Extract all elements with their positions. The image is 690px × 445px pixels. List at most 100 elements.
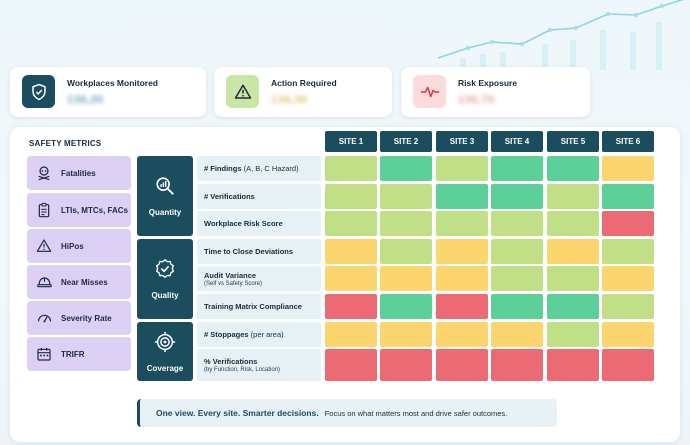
status-cell[interactable] <box>325 349 377 381</box>
status-cell[interactable] <box>602 184 654 209</box>
metric-label: TRIFR <box>61 349 85 359</box>
site-header[interactable]: SITE 1 <box>325 131 377 152</box>
row-title: Training Matrix Compliance <box>204 302 302 311</box>
metric-item-ltis[interactable]: LTIs, MTCs, FACs <box>27 193 131 227</box>
category-quantity: Quantity <box>137 156 193 236</box>
kpi-card-action-required[interactable]: Action Required 136,30 <box>214 67 392 117</box>
status-cell[interactable] <box>380 349 432 381</box>
row-label-stoppages: # Stoppages (per area) <box>197 322 321 347</box>
status-cell[interactable] <box>491 294 543 319</box>
row-subtitle: (Self vs Safety Score) <box>204 280 263 287</box>
category-quality: Quality <box>137 239 193 319</box>
row-title: Workplace Risk Score <box>204 219 283 228</box>
warning-icon <box>226 75 259 108</box>
row-title: % Verifications <box>204 357 258 366</box>
metric-item-near-misses[interactable]: Near Misses <box>27 265 131 299</box>
row-title: Audit Variance <box>204 270 257 280</box>
row-suffix: (per area) <box>248 330 284 339</box>
status-cell[interactable] <box>491 322 543 347</box>
footer-tagline: One view. Every site. Smarter decisions. <box>156 408 319 418</box>
metric-item-hipos[interactable]: HiPos <box>27 229 131 263</box>
status-cell[interactable] <box>380 294 432 319</box>
status-cell[interactable] <box>491 156 543 181</box>
kpi-card-workplaces[interactable]: Workplaces Monitored 136,30 <box>10 67 206 117</box>
status-cell[interactable] <box>380 184 432 209</box>
row-label-risk-score: Workplace Risk Score <box>197 211 321 236</box>
target-icon <box>154 331 176 358</box>
row-label-training-matrix: Training Matrix Compliance <box>197 294 321 319</box>
kpi-value: 136,70 <box>458 94 495 106</box>
status-cell[interactable] <box>602 211 654 236</box>
metric-item-fatalities[interactable]: Fatalities <box>27 156 131 190</box>
status-cell[interactable] <box>491 211 543 236</box>
category-label: Coverage <box>146 363 184 373</box>
status-cell[interactable] <box>325 266 377 291</box>
status-cell[interactable] <box>380 211 432 236</box>
skull-crossbones-icon <box>27 165 61 181</box>
kpi-title: Workplaces Monitored <box>67 78 158 88</box>
status-cell[interactable] <box>547 156 599 181</box>
status-cell[interactable] <box>325 294 377 319</box>
status-cell[interactable] <box>547 266 599 291</box>
status-cell[interactable] <box>491 349 543 381</box>
status-cell[interactable] <box>602 239 654 264</box>
metric-item-severity-rate[interactable]: Severity Rate <box>27 301 131 335</box>
kpi-card-risk-exposure[interactable]: Risk Exposure 136,70 <box>401 67 590 117</box>
status-cell[interactable] <box>436 156 488 181</box>
status-cell[interactable] <box>602 322 654 347</box>
status-cell[interactable] <box>602 294 654 319</box>
calendar-icon <box>27 346 61 362</box>
site-header[interactable]: SITE 2 <box>380 131 432 152</box>
status-cell[interactable] <box>547 294 599 319</box>
kpi-title: Risk Exposure <box>458 78 518 88</box>
row-title: # Verifications <box>204 192 255 201</box>
row-label-verifications: # Verifications <box>197 184 321 209</box>
metric-label: HiPos <box>61 241 84 251</box>
site-header[interactable]: SITE 6 <box>602 131 654 152</box>
status-cell[interactable] <box>602 349 654 381</box>
status-cell[interactable] <box>547 322 599 347</box>
kpi-value: 136,30 <box>271 94 308 106</box>
gauge-icon <box>27 310 61 326</box>
kpi-value: 136,30 <box>67 94 104 106</box>
status-cell[interactable] <box>380 156 432 181</box>
status-cell[interactable] <box>436 184 488 209</box>
site-header[interactable]: SITE 4 <box>491 131 543 152</box>
heartbeat-icon <box>413 75 446 108</box>
status-cell[interactable] <box>380 266 432 291</box>
status-cell[interactable] <box>436 322 488 347</box>
chart-magnifier-icon <box>154 175 176 202</box>
metric-label: Near Misses <box>61 277 108 287</box>
row-label-time-to-close: Time to Close Deviations <box>197 239 321 264</box>
status-cell[interactable] <box>547 184 599 209</box>
metric-item-trifr[interactable]: TRIFR <box>27 337 131 371</box>
row-label-findings: # Findings (A, B, C Hazard) <box>197 156 321 181</box>
status-cell[interactable] <box>547 211 599 236</box>
site-header[interactable]: SITE 5 <box>547 131 599 152</box>
kpi-title: Action Required <box>271 78 337 88</box>
status-cell[interactable] <box>325 211 377 236</box>
site-header[interactable]: SITE 3 <box>436 131 488 152</box>
status-cell[interactable] <box>436 266 488 291</box>
status-cell[interactable] <box>436 211 488 236</box>
status-cell[interactable] <box>325 239 377 264</box>
status-cell[interactable] <box>325 322 377 347</box>
status-cell[interactable] <box>602 266 654 291</box>
row-label-audit-variance: Audit Variance (Self vs Safety Score) <box>197 266 321 291</box>
row-title: Time to Close Deviations <box>204 247 294 256</box>
metric-label: Severity Rate <box>61 313 112 323</box>
status-cell[interactable] <box>491 266 543 291</box>
status-cell[interactable] <box>547 349 599 381</box>
status-cell[interactable] <box>436 294 488 319</box>
status-cell[interactable] <box>325 156 377 181</box>
status-cell[interactable] <box>491 239 543 264</box>
metric-label: Fatalities <box>61 168 96 178</box>
status-cell[interactable] <box>380 322 432 347</box>
status-cell[interactable] <box>436 239 488 264</box>
status-cell[interactable] <box>602 156 654 181</box>
status-cell[interactable] <box>325 184 377 209</box>
status-cell[interactable] <box>491 184 543 209</box>
status-cell[interactable] <box>436 349 488 381</box>
status-cell[interactable] <box>547 239 599 264</box>
status-cell[interactable] <box>380 239 432 264</box>
